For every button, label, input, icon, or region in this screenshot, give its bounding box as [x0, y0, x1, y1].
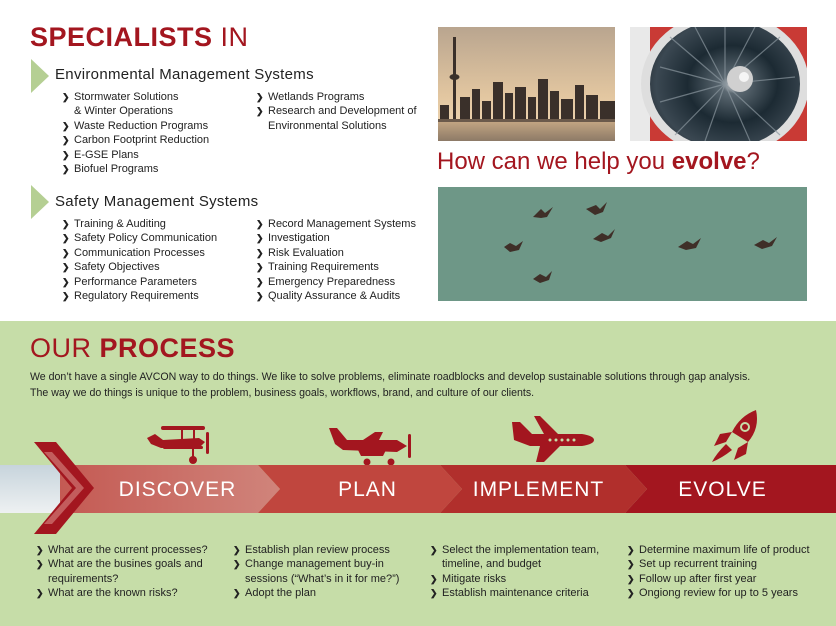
list-item: What are the busines goals and [36, 557, 226, 572]
safety-arrow-icon [31, 185, 49, 219]
tagline: How can we help you evolve? [437, 148, 760, 176]
list-item: Regulatory Requirements [62, 289, 247, 304]
stage-label-evolve: EVOLVE [678, 478, 767, 501]
safety-list-col2: Record Management Systems Investigation … [256, 217, 431, 304]
list-item: sessions (“What’s in it for me?”) [245, 572, 400, 585]
list-item: Set up recurrent training [627, 557, 832, 572]
process-intro-line2: The way we do things is unique to the pr… [30, 387, 535, 399]
tagline-pre: How can we help you [437, 148, 672, 175]
list-item: Mitigate risks [430, 572, 620, 587]
list-item: Record Management Systems [256, 217, 431, 232]
safety-list-col1: Training & Auditing Safety Policy Commun… [62, 217, 247, 304]
list-item: Training & Auditing [62, 217, 247, 232]
env-list-col1: Stormwater Solutions & Winter Operations… [62, 90, 247, 177]
list-item: Change management buy-in [233, 557, 423, 572]
list-item: requirements? [48, 572, 119, 585]
env-title: Environmental Management Systems [55, 66, 314, 83]
stage-label-discover: DISCOVER [118, 478, 237, 501]
list-item: Waste Reduction Programs [62, 119, 247, 134]
list-item: Stormwater Solutions [62, 90, 247, 105]
list-item: Communication Processes [62, 246, 247, 261]
process-intro: We don’t have a single AVCON way to do t… [30, 369, 820, 401]
rocket-icon [710, 408, 762, 469]
jet-engine-photo [630, 27, 807, 141]
list-item: Training Requirements [256, 260, 431, 275]
discover-list: What are the current processes? What are… [36, 543, 226, 601]
list-item: Environmental Solutions [268, 119, 387, 132]
list-item: Select the implementation team, [430, 543, 620, 558]
plan-list: Establish plan review process Change man… [233, 543, 423, 601]
prop-plane-icon [327, 422, 413, 471]
list-item: Research and Development of [256, 104, 431, 119]
specialists-heading: SPECIALISTS IN [30, 22, 249, 53]
jet-icon [510, 414, 596, 469]
list-item: E-GSE Plans [62, 148, 247, 163]
tagline-post: ? [746, 148, 760, 175]
list-item: Carbon Footprint Reduction [62, 133, 247, 148]
tagline-bold: evolve [671, 148, 747, 175]
process-heading-light: OUR [30, 333, 92, 363]
list-item: Wetlands Programs [256, 90, 431, 105]
list-item: timeline, and budget [442, 558, 542, 571]
process-band: DISCOVER PLAN IMPLEMENT EVOLVE [0, 465, 836, 513]
list-item: What are the current processes? [36, 543, 226, 558]
stage-label-plan: PLAN [338, 478, 397, 501]
list-item: Quality Assurance & Audits [256, 289, 431, 304]
list-item: Ongiong review for up to 5 years [627, 586, 832, 601]
list-item: What are the known risks? [36, 586, 226, 601]
list-item: Risk Evaluation [256, 246, 431, 261]
list-item: Performance Parameters [62, 275, 247, 290]
stage-label-implement: IMPLEMENT [472, 478, 605, 501]
list-item: Follow up after first year [627, 572, 832, 587]
list-item: Emergency Preparedness [256, 275, 431, 290]
list-item: Determine maximum life of product [627, 543, 832, 558]
city-skyline-photo [438, 27, 615, 141]
chevron-icon [34, 442, 94, 534]
biplane-icon [143, 420, 215, 471]
list-item: Establish plan review process [233, 543, 423, 558]
evolve-list: Determine maximum life of product Set up… [627, 543, 832, 601]
implement-list: Select the implementation team, timeline… [430, 543, 620, 601]
list-item: Biofuel Programs [62, 162, 247, 177]
birds-photo [438, 187, 807, 301]
specialists-heading-light: IN [220, 22, 249, 52]
list-item: & Winter Operations [74, 105, 174, 118]
list-item: Investigation [256, 231, 431, 246]
safety-title: Safety Management Systems [55, 193, 259, 210]
list-item: Adopt the plan [233, 586, 423, 601]
process-intro-line1: We don’t have a single AVCON way to do t… [30, 371, 751, 383]
env-list-col2: Wetlands Programs Research and Developme… [256, 90, 431, 133]
list-item: Safety Policy Communication [62, 231, 247, 246]
specialists-heading-bold: SPECIALISTS [30, 22, 213, 52]
list-item: Establish maintenance criteria [430, 586, 620, 601]
env-arrow-icon [31, 59, 49, 93]
process-heading-bold: PROCESS [99, 333, 236, 363]
process-heading: OUR PROCESS [30, 333, 235, 364]
list-item: Safety Objectives [62, 260, 247, 275]
